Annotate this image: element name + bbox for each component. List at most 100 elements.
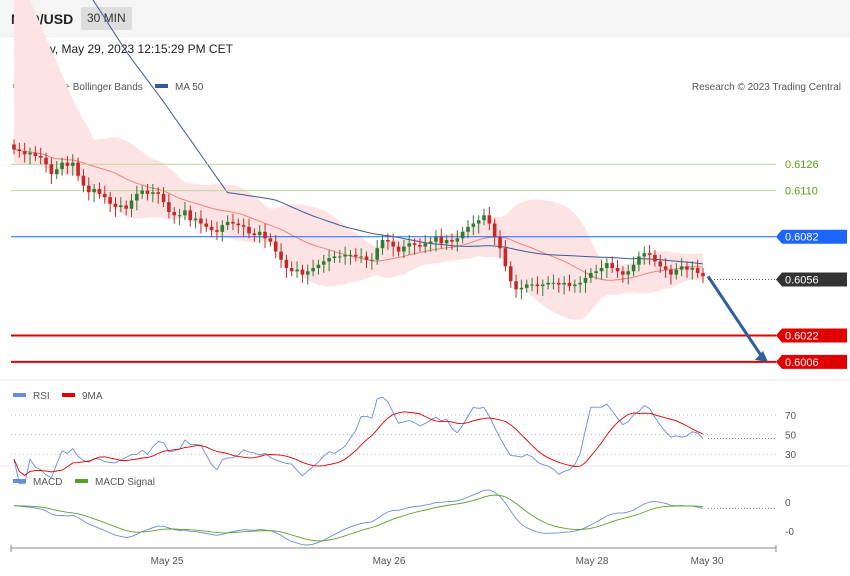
candle [695,268,700,273]
candle [231,221,235,224]
timeframe-badge[interactable]: 30 MIN [81,7,132,30]
candle [316,264,321,268]
candle [487,215,492,224]
candle [305,271,310,275]
candle [279,251,283,260]
candle [690,268,695,270]
candle [268,238,273,242]
candle [530,284,534,286]
candle [65,162,70,166]
candle [498,236,502,249]
rsi-tick-label: 50 [785,431,797,442]
candle [551,282,556,284]
candle [669,269,673,275]
rsi-panel: 70 50 30 [11,396,797,485]
ma20-legend-label: MA 20 + Bollinger Bands [33,82,143,93]
time-axis: May 25 May 26 May 28 May 30 [10,545,777,567]
rsi-tick-label: 30 [785,450,797,461]
candle [364,256,369,260]
candle [129,200,134,209]
candle [391,241,396,247]
candle [300,269,305,275]
candle [418,244,422,247]
macd-signal-legend-swatch [75,479,88,483]
candle [466,226,470,232]
candle [594,271,598,273]
candle [183,210,187,216]
candle [102,193,107,198]
candle [145,190,150,194]
candle [38,156,43,158]
candle [380,240,385,249]
ma50-legend-swatch [155,84,168,88]
candle [535,284,540,287]
candle [359,256,363,258]
price-levels: 0.6126 0.6110 0.6082 0.6056 0.6022 0.6006 [11,159,847,369]
candle [605,263,609,268]
candle [685,266,689,270]
candle [573,284,577,287]
candle [653,254,657,262]
forecast-arrow-head [755,350,768,362]
candle [637,256,641,265]
candle [220,225,225,232]
candle [386,240,390,242]
candle [54,169,59,175]
candle [338,256,342,258]
level-label: 0.6110 [785,186,818,198]
candle [167,202,171,212]
candle [455,238,460,242]
candle [28,152,32,155]
forecast-arrow-shaft [706,275,764,358]
candle [273,241,278,252]
rsi-legend-swatch [13,393,26,397]
rsi-tick-label: 70 [785,411,797,422]
candle [113,203,118,208]
candles [12,139,705,300]
candle [402,246,406,252]
candle [311,268,315,272]
candle [252,233,257,236]
candle [631,264,636,272]
moving-averages [13,0,704,281]
candle [450,240,454,242]
level-label: 0.6056 [785,275,819,287]
candle [396,246,401,252]
candle [428,241,433,244]
candle [375,248,379,260]
candle [209,226,214,231]
candle [295,269,299,272]
ma50-legend-label: MA 50 [175,82,204,93]
candle [599,268,604,272]
candle [674,269,679,275]
candle [701,272,705,277]
candle [135,193,139,201]
candle [556,282,561,285]
candle [140,190,144,194]
candle [204,223,209,227]
level-label: 0.6006 [785,357,819,369]
candle [263,231,267,239]
candle [439,236,444,244]
candle [70,162,75,166]
candle [49,164,54,175]
candle [407,243,412,247]
time-axis-tick-label: May 25 [151,556,184,567]
macd-tick-label: -0 [785,527,794,538]
support-price-tag [776,328,847,343]
macd-signal-legend-label: MACD Signal [95,477,155,488]
candle [476,220,481,224]
candle [97,188,102,194]
candle [161,193,166,203]
candle [663,266,668,270]
time-axis-tick-label: May 26 [373,556,406,567]
candle [33,152,38,156]
candle [642,253,647,257]
candle [81,175,86,186]
rsi-9ma-line [13,411,704,477]
candle [610,263,615,268]
candle [412,243,417,245]
ma20-line [13,148,704,281]
last-price-tag [776,272,847,287]
